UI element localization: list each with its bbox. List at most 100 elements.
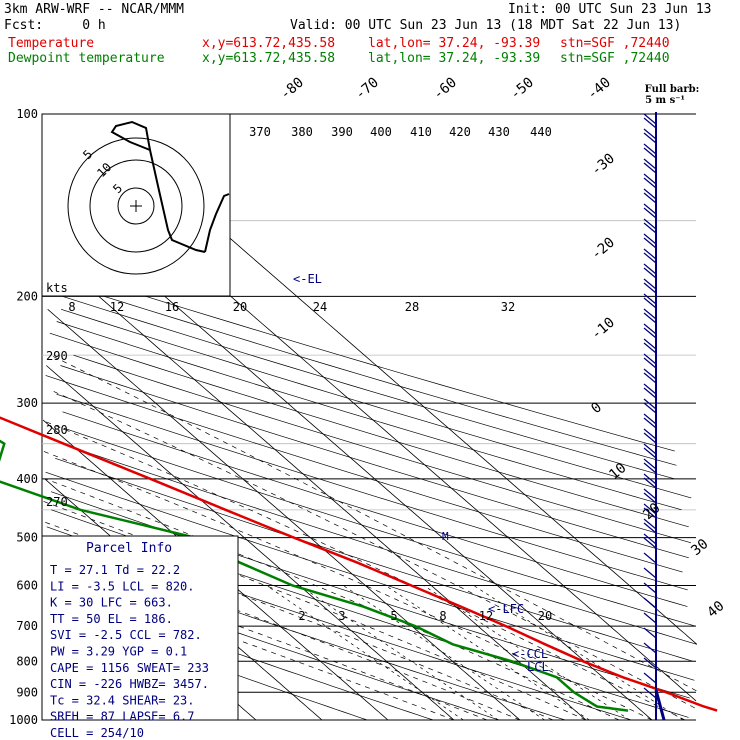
temperature-station: stn=SGF ,72440 bbox=[560, 36, 670, 51]
theta-label-290: 290 bbox=[46, 349, 68, 363]
barb-flag bbox=[643, 203, 657, 215]
pressure-label-600: 600 bbox=[16, 579, 38, 593]
pressure-label-700: 700 bbox=[16, 619, 38, 633]
mixing-ratio-label-2: 2 bbox=[298, 609, 305, 623]
isotherm-label--70: -70 bbox=[352, 75, 382, 104]
temperature-xy: x,y=613.72,435.58 bbox=[202, 36, 336, 51]
dry-adiabat-330 bbox=[55, 457, 694, 662]
barb-flag bbox=[643, 552, 657, 564]
isotherm-label--60: -60 bbox=[430, 75, 460, 104]
barb-flag bbox=[643, 417, 657, 429]
barb-flag bbox=[643, 428, 657, 440]
isotherm-label--20: -20 bbox=[588, 235, 618, 264]
isotherm-label--80: -80 bbox=[277, 75, 307, 104]
barb-legend-units: 5 m s⁻¹ bbox=[645, 95, 685, 106]
barb-flag bbox=[643, 368, 657, 380]
isotherm-0 bbox=[47, 308, 521, 721]
barb-flag bbox=[643, 192, 657, 204]
speed-label-32: 32 bbox=[501, 300, 515, 314]
barb-flag bbox=[643, 672, 657, 684]
mixing-ratio-label-12: 12 bbox=[479, 609, 493, 623]
dry-adiabat-380 bbox=[45, 375, 683, 573]
parcel-row: CIN = -226 HWBZ= 3457. bbox=[50, 677, 209, 691]
hodograph-units: kts bbox=[46, 281, 68, 295]
barb-flag bbox=[643, 267, 657, 279]
dewpoint-station: stn=SGF ,72440 bbox=[560, 51, 670, 66]
barb-flag bbox=[643, 252, 657, 264]
barb-flag bbox=[643, 507, 657, 519]
dry-adiabat-lines bbox=[45, 268, 697, 721]
barb-flag bbox=[643, 143, 657, 155]
barb-flag bbox=[643, 488, 657, 500]
barb-flag bbox=[643, 597, 657, 609]
sounding-series bbox=[0, 416, 718, 712]
parcel-row: LI = -3.5 LCL = 820. bbox=[50, 579, 195, 593]
dry-adiabat-440 bbox=[62, 296, 675, 480]
barb-flag bbox=[643, 503, 657, 515]
speed-label-20: 20 bbox=[233, 300, 247, 314]
parcel-row: CAPE = 1156 SWEAT= 233 bbox=[50, 661, 209, 675]
barb-flag bbox=[643, 492, 657, 504]
parcel-info-panel: Parcel Info T = 27.1 Td = 22.2 LI = -3.5 L… bbox=[41, 535, 239, 740]
m-annotation: M bbox=[442, 530, 449, 543]
dry-adiabat-430 bbox=[60, 308, 692, 499]
barb-flag bbox=[643, 188, 657, 200]
theta-label-410: 410 bbox=[410, 125, 432, 139]
barb-flag bbox=[643, 537, 657, 549]
theta-label-420: 420 bbox=[449, 125, 471, 139]
el-annotation: <-EL bbox=[293, 272, 322, 286]
barb-flag bbox=[643, 518, 657, 530]
parcel-row: Tc = 32.4 SHEAR= 23. bbox=[50, 693, 195, 707]
temperature-legend: Temperature bbox=[8, 36, 95, 51]
mixing-ratio-label-8: 8 bbox=[439, 609, 446, 623]
barb-flag bbox=[643, 222, 657, 234]
pressure-label-300: 300 bbox=[16, 396, 38, 410]
pressure-label-400: 400 bbox=[16, 472, 38, 486]
dry-adiabat-340 bbox=[61, 443, 697, 645]
isotherm-label-0: 0 bbox=[588, 399, 605, 417]
parcel-row: T = 27.1 Td = 22.2 bbox=[50, 563, 180, 577]
barb-flag bbox=[643, 248, 657, 260]
barb-low-levels bbox=[654, 689, 666, 721]
barb-flag bbox=[643, 462, 657, 474]
barb-flag bbox=[643, 218, 657, 230]
parcel-row: CELL = 254/10 bbox=[50, 726, 144, 740]
barb-flag bbox=[643, 522, 657, 534]
barb-flag bbox=[643, 432, 657, 444]
mixing-ratio-2 bbox=[266, 585, 464, 721]
mixing-ratio-lines bbox=[266, 585, 684, 721]
barb-flag bbox=[643, 458, 657, 470]
speed-label-8: 8 bbox=[68, 300, 75, 314]
theta-label-400: 400 bbox=[370, 125, 392, 139]
barb-flag bbox=[643, 657, 657, 669]
isotherm-label-40: 40 bbox=[704, 598, 727, 621]
isotherm--20 bbox=[42, 419, 389, 721]
moist-adiabat-7 bbox=[41, 419, 686, 721]
pressure-label-900: 900 bbox=[16, 685, 38, 699]
pressure-label-100: 100 bbox=[16, 107, 38, 121]
parcel-row: TT = 50 EL = 186. bbox=[50, 612, 173, 626]
parcel-row: SVI = -2.5 CCL = 782. bbox=[50, 628, 202, 642]
isotherm-label--50: -50 bbox=[507, 75, 537, 104]
init-time: Init: 00 UTC Sun 23 Jun 13 bbox=[508, 2, 712, 17]
barb-legend-title: Full barb: bbox=[645, 84, 700, 95]
barb-flag bbox=[643, 402, 657, 414]
temperature-profile bbox=[0, 416, 718, 712]
barb-flag bbox=[643, 293, 657, 305]
dry-adiabat-390 bbox=[60, 365, 689, 559]
speed-label-28: 28 bbox=[405, 300, 419, 314]
mixing-ratio-label-3: 3 bbox=[338, 609, 345, 623]
speed-label-16: 16 bbox=[165, 300, 179, 314]
barb-flag bbox=[643, 383, 657, 395]
barb-flag bbox=[643, 338, 657, 350]
barb-flag bbox=[643, 312, 657, 324]
dry-adiabat-350 bbox=[63, 427, 696, 627]
model-title: 3km ARW-WRF -- NCAR/MMM bbox=[4, 2, 185, 17]
isotherm-label--40: -40 bbox=[584, 75, 614, 104]
mixing-ratio-8 bbox=[385, 585, 590, 721]
barb-flag bbox=[643, 533, 657, 545]
barb-flag bbox=[643, 642, 657, 654]
theta-label-440: 440 bbox=[530, 125, 552, 139]
barb-flag bbox=[643, 173, 657, 185]
theta-label-380: 380 bbox=[291, 125, 313, 139]
